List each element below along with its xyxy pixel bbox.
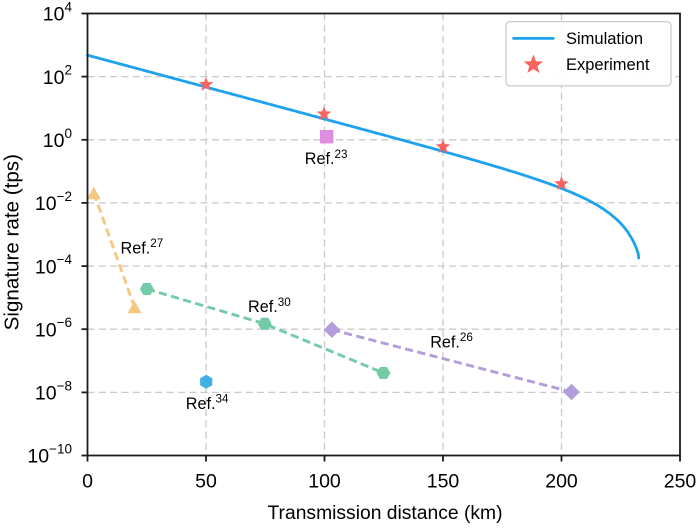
svg-text:100: 100 bbox=[308, 471, 341, 493]
svg-text:0: 0 bbox=[82, 471, 93, 493]
svg-text:Transmission distance (km): Transmission distance (km) bbox=[268, 503, 503, 524]
svg-text:50: 50 bbox=[195, 471, 217, 493]
svg-text:10−2: 10−2 bbox=[35, 189, 72, 215]
svg-text:Experiment: Experiment bbox=[566, 56, 650, 74]
svg-text:Simulation: Simulation bbox=[566, 30, 643, 48]
svg-text:250: 250 bbox=[664, 471, 697, 493]
svg-text:Signature rate (tps): Signature rate (tps) bbox=[1, 154, 24, 330]
svg-text:150: 150 bbox=[427, 471, 460, 493]
svg-text:200: 200 bbox=[545, 471, 578, 493]
svg-text:102: 102 bbox=[43, 63, 72, 89]
